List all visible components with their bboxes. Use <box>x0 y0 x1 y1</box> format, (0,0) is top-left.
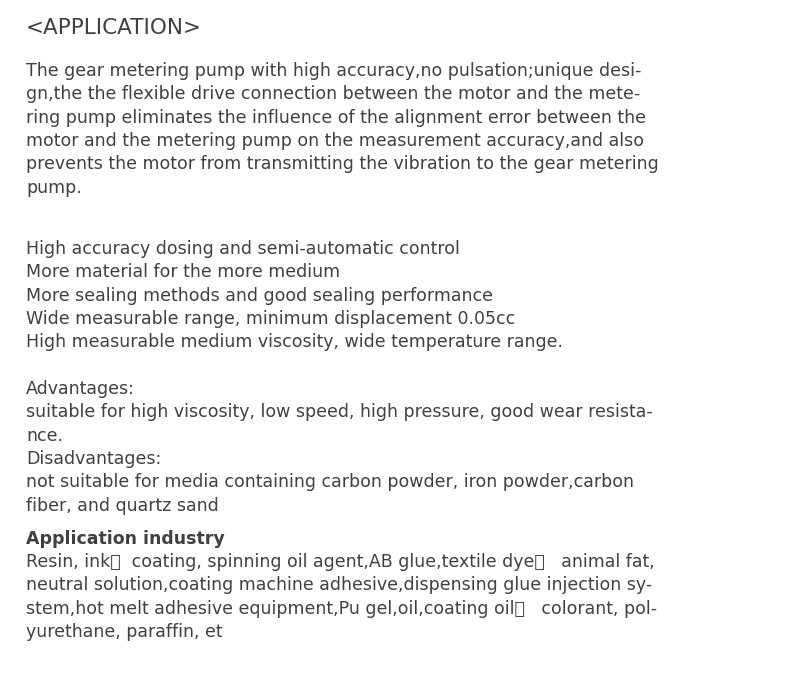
Text: Advantages:
suitable for high viscosity, low speed, high pressure, good wear res: Advantages: suitable for high viscosity,… <box>26 380 653 514</box>
Text: Resin, ink，  coating, spinning oil agent,AB glue,textile dye，   animal fat,
neut: Resin, ink， coating, spinning oil agent,… <box>26 553 657 641</box>
Text: <APPLICATION>: <APPLICATION> <box>26 18 202 38</box>
Text: The gear metering pump with high accuracy,no pulsation;unique desi-
gn,the the f: The gear metering pump with high accurac… <box>26 62 659 197</box>
Text: Application industry: Application industry <box>26 530 225 548</box>
Text: High accuracy dosing and semi-automatic control
More material for the more mediu: High accuracy dosing and semi-automatic … <box>26 240 563 352</box>
